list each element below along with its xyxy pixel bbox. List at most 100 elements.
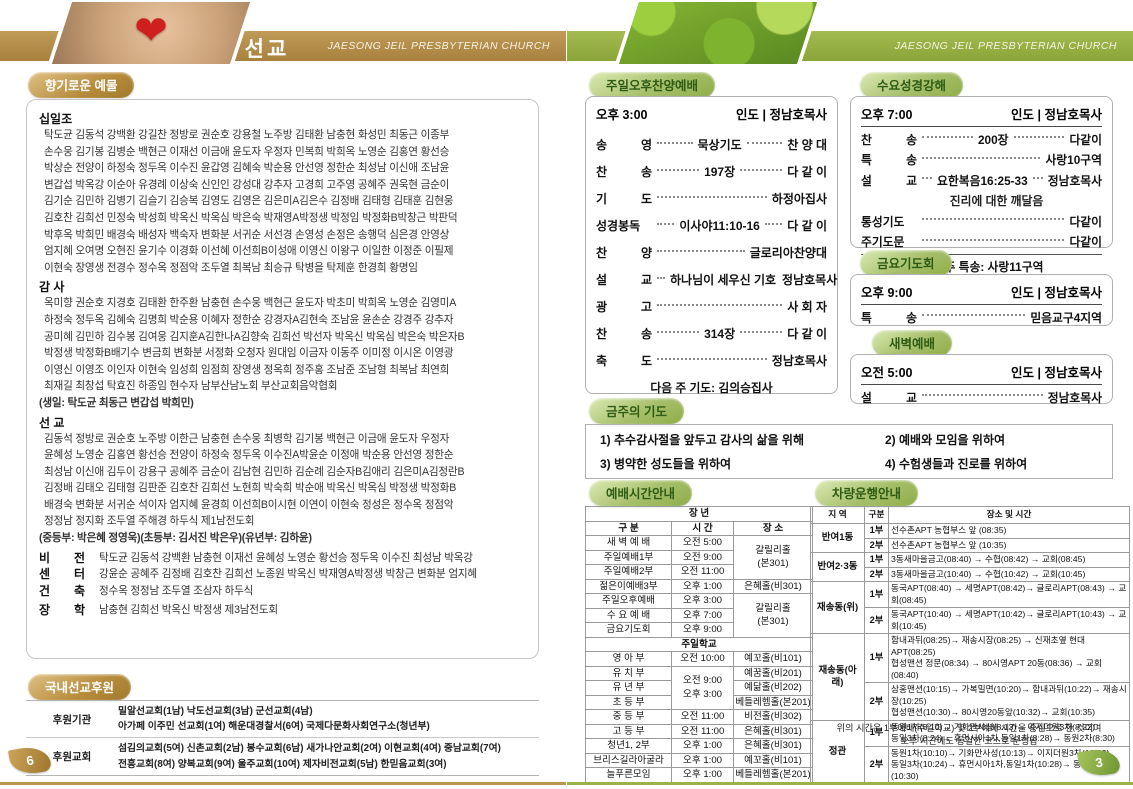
left-bottom-rule <box>0 782 566 785</box>
tithe-line: 박후옥 박희민 배경숙 배성자 백숙자 변화분 서귀순 서선경 손영성 손정은 … <box>44 228 450 241</box>
tithe-line: 변갑섭 박옥강 이순아 유경례 이상숙 신인인 강성대 강추자 고경희 고주영 … <box>44 178 450 191</box>
thanks-birthday-line: (생일: 탁도균 최동근 변갑섭 박희민) <box>39 396 194 409</box>
thanks-heading: 감 사 <box>39 280 65 295</box>
prayer-item: 1) 추수감사절을 앞두고 감사의 삶을 위해 <box>600 433 804 447</box>
thanks-line: 공미혜 김민하 김수봉 김여웅 김지훈A김한나A김향숙 김희선 박선자 박옥신 … <box>44 330 465 343</box>
table-row: 주일오후예배 오후 3:00 갈릴리홀 (본301) <box>585 593 813 638</box>
worship-schedule-table: 장 년 구 분 시 간 장 소 새 벽 예 배 오전 5:00 갈릴리홀 (본301… <box>585 506 813 783</box>
worship-row: 설 교 요한복음16:25-33 정남호목사 <box>861 173 1103 188</box>
vehicle-note: 위의 시간은 1부예배(주일학교) 및 2부예배 시간을 중심으로 한 것이며 … <box>836 723 1102 747</box>
worship-row: 송 영 묵상기도 찬 양 대 <box>596 138 827 152</box>
offering-names-box: 십일조 탁도균 김동석 강백환 강길찬 정방로 권순호 강용철 노주방 김태환 … <box>26 99 539 659</box>
table-row: 고 등 부 오전 11:00 은혜홀(비301) <box>585 723 813 739</box>
friday-prayer-box: 오후 9:00 인도 | 정남호목사 특 송 믿음교구4지역 <box>850 274 1113 326</box>
vehicle-table: 지 역 구분 장소 및 시간 반여1동 1부 선수촌APT 농협부스 앞 (08:3… <box>810 506 1130 784</box>
worship-leader: 인도 | 정남호목사 <box>736 108 827 122</box>
next-week-prayer-note: 다음 주 기도: 김의승집사 <box>650 381 773 395</box>
worship-time: 오후 9:00 <box>861 286 913 300</box>
vision-line: 정수옥 정정남 조두열 조삼자 하두식 <box>99 584 254 597</box>
tithe-line: 엄지혜 오여명 오현진 윤기수 이경화 이선혜 이선희B이성애 이영신 이왕구 … <box>44 245 454 258</box>
worship-row: 축 도 정남호목사 <box>596 354 827 368</box>
worship-leader: 인도 | 정남호목사 <box>1011 286 1102 300</box>
offering-badge: 향기로운 예물 <box>28 72 135 98</box>
mission-line: 김정배 김태오 김태형 김판준 김호찬 김희선 노현희 박숙희 박순애 박옥신 … <box>44 482 457 495</box>
forest-photo <box>614 2 822 64</box>
domestic-mission-badge: 국내선교후원 <box>28 674 132 700</box>
thanks-line: 이영신 이영조 이인자 이현숙 임성희 임점희 장영생 정옥희 정주홍 조남준 … <box>44 363 450 376</box>
table-row: 유 치 부 오전 9:00 오후 3:00 예꿈홀(비201) <box>585 665 813 710</box>
mission-groups-line: (중등부: 박은혜 정영욱)(초등부: 김서진 박은우)(유년부: 김하윤) <box>39 532 312 545</box>
support-org-label: 후원기관 <box>52 713 92 726</box>
scholarship-label: 장 학 <box>39 603 85 618</box>
mission-line: 김동석 정방로 권순호 노주방 이한근 남충현 손수웅 최병학 김기봉 백현근 … <box>44 432 450 445</box>
worship-row: 주기도문 다같이 <box>861 235 1102 249</box>
mission-line: 윤혜성 노영순 김홍연 황선승 전양이 하정숙 정두옥 이수진A박윤순 이정애 … <box>44 449 454 462</box>
worship-row: 특 송 믿음교구4지역 <box>861 310 1102 325</box>
table-row: 새 벽 예 배 오전 5:00 갈릴리홀 (본301) <box>585 535 813 580</box>
left-page: 헌금 및 선교 JAESONG JEIL PRESBYTERIAN CHURCH… <box>0 0 566 789</box>
table-row: 2부 삼홍맨션(10:15)→ 가복밀면(10:20)→ 함내과뒤(10:22)→… <box>811 682 1130 721</box>
worship-row: 통성기도 다같이 <box>861 214 1102 229</box>
worship-time: 오전 5:00 <box>861 366 913 380</box>
worship-time: 오후 7:00 <box>861 108 913 122</box>
adult-group-header: 장 년 <box>585 506 813 522</box>
thanks-line: 옥미향 권순호 지경호 김태환 한주환 남충현 손수웅 백현근 윤도자 박초미 … <box>44 297 457 310</box>
sunday-school-group-header: 주일학교 <box>585 636 813 652</box>
friday-prayer-badge: 금요기도회 <box>860 250 952 276</box>
mission-line: 최성남 이신애 김두이 강용구 공혜주 금순이 김남현 김민하 김순례 김순자B… <box>44 465 465 478</box>
thanks-line: 하정숙 정두옥 김혜숙 김명희 박순용 이혜자 정한순 강경자A김현숙 조남윤 … <box>44 313 454 326</box>
sunday-pm-worship-badge: 주일오후찬양예배 <box>589 72 716 98</box>
right-page: 예배 JAESONG JEIL PRESBYTERIAN CHURCH 주일오후… <box>567 0 1133 789</box>
tithe-heading: 십일조 <box>39 112 73 126</box>
thanks-line: 박정생 박정화B배기수 변금희 변화분 서정화 오청자 원대임 이금자 이동주 … <box>44 347 454 360</box>
tithe-line: 김호찬 김희선 민정숙 박성희 박옥신 박옥심 박은숙 박재영A박정생 박정임 … <box>44 211 458 224</box>
weekly-prayer-box: 1) 추수감사절을 앞두고 감사의 삶을 위해 2) 예배와 모임을 위하여 3… <box>585 424 1113 479</box>
tithe-line: 손수웅 김기봉 김병순 백현근 이재선 이금애 윤도자 우정자 민복희 박희옥 … <box>44 145 450 158</box>
table-row: 주일예배2부 오전 11:00 <box>585 564 813 580</box>
tithe-line: 박상순 전양이 하정숙 정두옥 이수진 윤갑영 김혜숙 박순용 안선영 정한순 … <box>44 162 450 175</box>
table-row: 금요기도회 오후 9:00 <box>585 622 813 638</box>
table-row: 늘푸른모임 오후 1:00 베들레헴홀(본201) <box>585 767 813 783</box>
worship-time: 오후 3:00 <box>596 108 648 122</box>
vision-line: 강윤순 공혜주 김정배 김호찬 김희선 노종원 박옥신 박재영A박정생 박창근 … <box>99 568 477 581</box>
prayer-item: 3) 병약한 성도들을 위하여 <box>600 457 732 471</box>
heart-icon: ❤ <box>134 9 168 54</box>
church-name-english: JAESONG JEIL PRESBYTERIAN CHURCH <box>894 40 1117 52</box>
support-church-row: 후원교회 섬김의교회(5여) 신촌교회(2남) 봉수교회(6남) 새가나안교회(… <box>26 737 539 774</box>
dawn-worship-box: 오전 5:00 인도 | 정남호목사 설 교 정남호목사 <box>850 354 1113 405</box>
table-row: 청년1, 2부 오후 1:00 은혜홀(비301) <box>585 738 813 754</box>
worship-row: 찬 양 글로리아찬양대 <box>596 246 827 260</box>
vehicle-guide-badge: 차량운행안내 <box>815 480 919 506</box>
table-row: 재송동(아래) 1부 함내과뒤(08:25)→ 재송시장(08:25) → 신재초옆… <box>810 633 1130 721</box>
worship-row: 설 교 정남호목사 <box>861 390 1102 405</box>
left-page-number: 6 <box>25 752 35 769</box>
worship-row: 설 교 하나님이 세우신 기호 정남호목사 <box>596 273 838 287</box>
wednesday-study-box: 오후 7:00 인도 | 정남호목사 찬 송 200장 다같이 특 송 사랑10구역 … <box>850 96 1113 274</box>
scholarship-row: 장 학 남충현 김희선 박옥신 박정생 제3남전도회 <box>39 602 526 619</box>
support-org-content: 밀알선교회(1남) 낙도선교회(3남) 군선교회(4남) 아가페 이주민 선교회… <box>118 706 430 733</box>
table-row: 중 등 부 오전 11:00 비전홀(비302) <box>585 709 813 725</box>
thanks-line: 최재길 최창섭 탁효진 하종임 현수자 남부산남노회 부산교회음악협회 <box>44 380 338 393</box>
tithe-line: 탁도균 김동석 강백환 강길찬 정방로 권순호 강용철 노주방 김태환 남충현 … <box>44 129 450 141</box>
table-row: 반여2·3동 1부 3동새마을금고(08:40) → 수협(08:42) → 교회(… <box>810 552 1130 582</box>
support-org-row: 후원기관 밀알선교회(1남) 낙도선교회(3남) 군선교회(4남) 아가페 이주… <box>26 701 539 737</box>
right-page-number: 3 <box>1094 754 1104 771</box>
table-row: 영 아 부 오전 10:00 예꼬홀(비101) <box>585 651 813 667</box>
vision-line: 탁도균 김동석 강백환 남충현 이재선 윤혜성 노영순 황선승 정두옥 이수진 … <box>99 551 473 564</box>
support-church-content: 섬김의교회(5여) 신촌교회(2남) 봉수교회(6남) 새가나안교회(2여) 이… <box>118 743 501 770</box>
worship-row: 특 송 사랑10구역 <box>861 153 1102 167</box>
church-name-english: JAESONG JEIL PRESBYTERIAN CHURCH <box>327 40 550 52</box>
table-row: 2부 동국APT(10:40) → 세명APT(10:42)→ 글로리APT(10… <box>811 607 1130 634</box>
table-row: 젊은이예배3부 오후 1:00 은혜홀(비301) <box>585 578 813 594</box>
mission-line: 정정남 정지화 조두열 주해경 하두식 제1남전도회 <box>44 515 255 528</box>
worship-leader: 인도 | 정남호목사 <box>1011 108 1102 122</box>
wednesday-study-badge: 수요성경강해 <box>860 72 964 98</box>
domestic-support-table: 후원기관 밀알선교회(1남) 낙도선교회(3남) 군선교회(4남) 아가페 이주… <box>26 700 539 776</box>
hands-heart-photo: ❤ <box>47 2 255 64</box>
support-church-label: 후원교회 <box>52 751 92 764</box>
worship-row: 찬 송 314장 다 같 이 <box>596 327 828 341</box>
prayer-item: 4) 수험생들과 진로를 위하여 <box>885 457 1028 471</box>
worship-schedule-badge: 예배시간안내 <box>589 480 693 506</box>
table-row: 반여1동 1부 선수촌APT 농협부스 앞 (08:35) <box>810 523 1130 553</box>
